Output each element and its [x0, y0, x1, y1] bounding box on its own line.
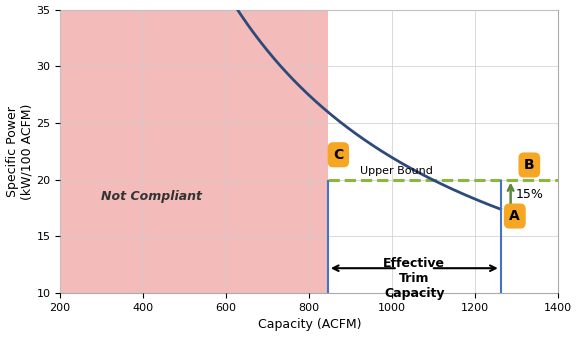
- X-axis label: Capacity (ACFM): Capacity (ACFM): [258, 318, 361, 332]
- Text: Effective
Trim
Capacity: Effective Trim Capacity: [383, 257, 445, 300]
- Text: C: C: [334, 148, 343, 162]
- Text: B: B: [524, 158, 535, 172]
- Text: Not Compliant: Not Compliant: [101, 190, 202, 203]
- Text: A: A: [509, 209, 520, 223]
- Text: Upper Bound: Upper Bound: [360, 166, 433, 176]
- Bar: [60, 9, 328, 293]
- Text: 15%: 15%: [516, 188, 543, 201]
- Y-axis label: Specific Power
(kW/100 ACFM): Specific Power (kW/100 ACFM): [6, 103, 34, 200]
